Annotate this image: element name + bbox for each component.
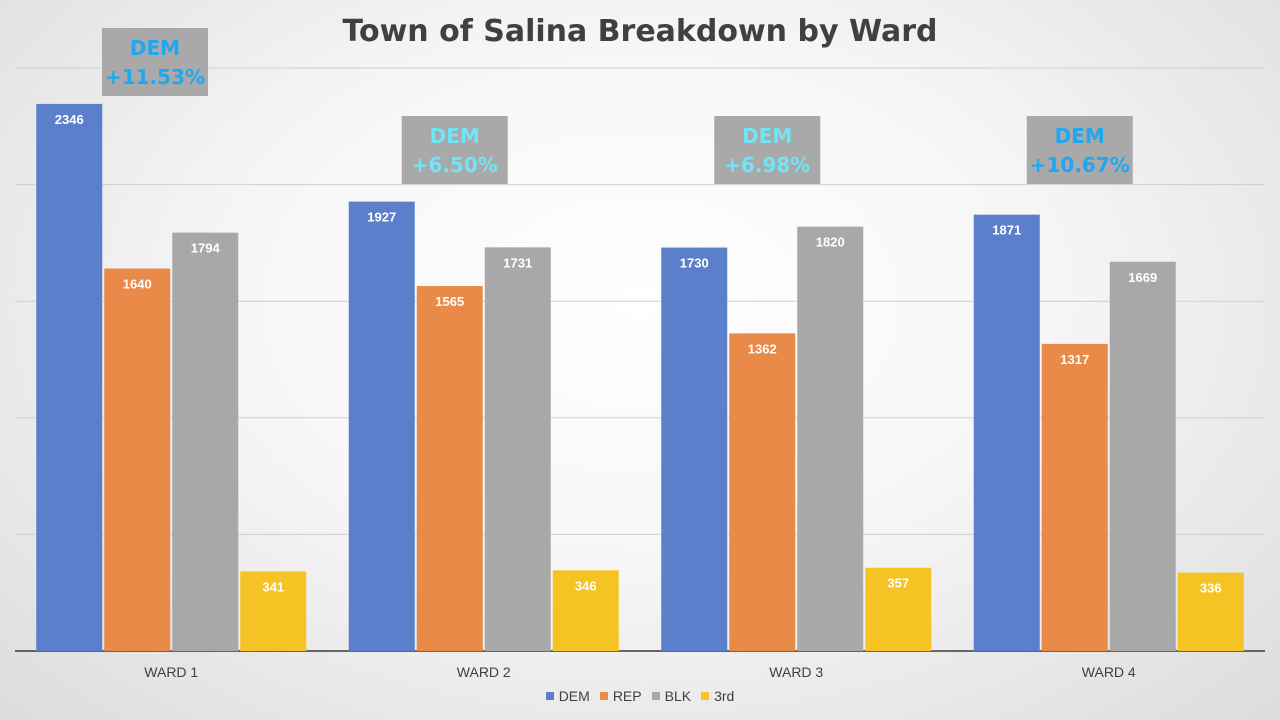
- category-label: WARD 3: [769, 664, 823, 680]
- bar-rep-3: [729, 333, 796, 651]
- bar-3rd-4: [1177, 572, 1244, 651]
- bar-blk-3: [797, 226, 864, 652]
- data-label: 2346: [55, 112, 84, 127]
- annotation-party: DEM: [430, 124, 480, 148]
- annotation-margin: +6.50%: [412, 153, 498, 177]
- category-label: WARD 4: [1082, 664, 1136, 680]
- category-label: WARD 2: [457, 664, 511, 680]
- data-label: 346: [575, 578, 597, 593]
- legend-swatch: [651, 692, 660, 700]
- annotation-margin: +11.53%: [105, 65, 205, 89]
- legend-swatch: [545, 692, 554, 700]
- data-label: 1565: [435, 294, 464, 309]
- bar-rep-2: [416, 286, 483, 651]
- data-label: 1927: [367, 210, 396, 225]
- legend-label: BLK: [664, 688, 692, 704]
- data-label: 1820: [816, 235, 845, 250]
- legend-item-rep: REP: [599, 688, 642, 704]
- bar-blk-4: [1109, 261, 1176, 651]
- chart-title: Town of Salina Breakdown by Ward: [342, 14, 938, 49]
- annotation-box: [714, 116, 821, 184]
- bar-3rd-1: [240, 571, 307, 651]
- annotations: DEM +11.53% DEM +6.50% DEM +6.98% DEM +10.67%: [102, 28, 1133, 184]
- data-label: 1362: [748, 341, 777, 356]
- legend-item-blk: BLK: [651, 688, 692, 704]
- category-labels: WARD 1 WARD 2 WARD 3 WARD 4: [144, 664, 1136, 680]
- bar-3rd-3: [865, 567, 932, 651]
- bar-dem-2: [348, 201, 415, 651]
- annotation-box: [1026, 116, 1133, 184]
- bar-blk-1: [172, 232, 239, 651]
- annotation-box: [102, 28, 208, 96]
- category-label: WARD 1: [144, 664, 198, 680]
- legend-item-dem: DEM: [545, 688, 590, 704]
- legend-swatch: [701, 692, 710, 700]
- annotation-party: DEM: [742, 124, 792, 148]
- bar-dem-3: [661, 247, 728, 651]
- legend-label: REP: [612, 688, 642, 704]
- legend: DEM REP BLK 3rd: [0, 688, 1280, 704]
- annotation-party: DEM: [1055, 124, 1105, 148]
- bar-dem-4: [973, 214, 1040, 651]
- bar-rep-1: [104, 268, 171, 651]
- bar-rep-4: [1041, 343, 1108, 651]
- data-labels: 2346 1640 1794 341 1927 1565 1731 346 1730 1362 18…: [55, 112, 1222, 596]
- annotation-box: [401, 116, 508, 184]
- bar-blk-2: [484, 247, 551, 651]
- annotation-margin: +10.67%: [1030, 153, 1130, 177]
- bar-dem-1: [36, 103, 103, 652]
- legend-swatch: [599, 692, 608, 700]
- data-label: 1317: [1060, 352, 1089, 367]
- data-label: 1871: [992, 223, 1021, 238]
- legend-label: 3rd: [714, 688, 735, 704]
- bar-3rd-2: [552, 570, 619, 651]
- data-label: 1669: [1128, 270, 1157, 285]
- data-label: 1794: [191, 241, 221, 256]
- legend-label: DEM: [558, 688, 590, 704]
- data-label: 341: [262, 579, 284, 594]
- data-label: 1730: [680, 256, 709, 271]
- data-label: 1731: [503, 255, 532, 270]
- annotation-margin: +6.98%: [724, 153, 810, 177]
- bars: [36, 103, 1244, 652]
- data-label: 357: [887, 576, 909, 591]
- legend-item-3rd: 3rd: [701, 688, 734, 704]
- data-label: 336: [1200, 581, 1222, 596]
- data-label: 1640: [123, 277, 152, 292]
- annotation-party: DEM: [130, 36, 180, 60]
